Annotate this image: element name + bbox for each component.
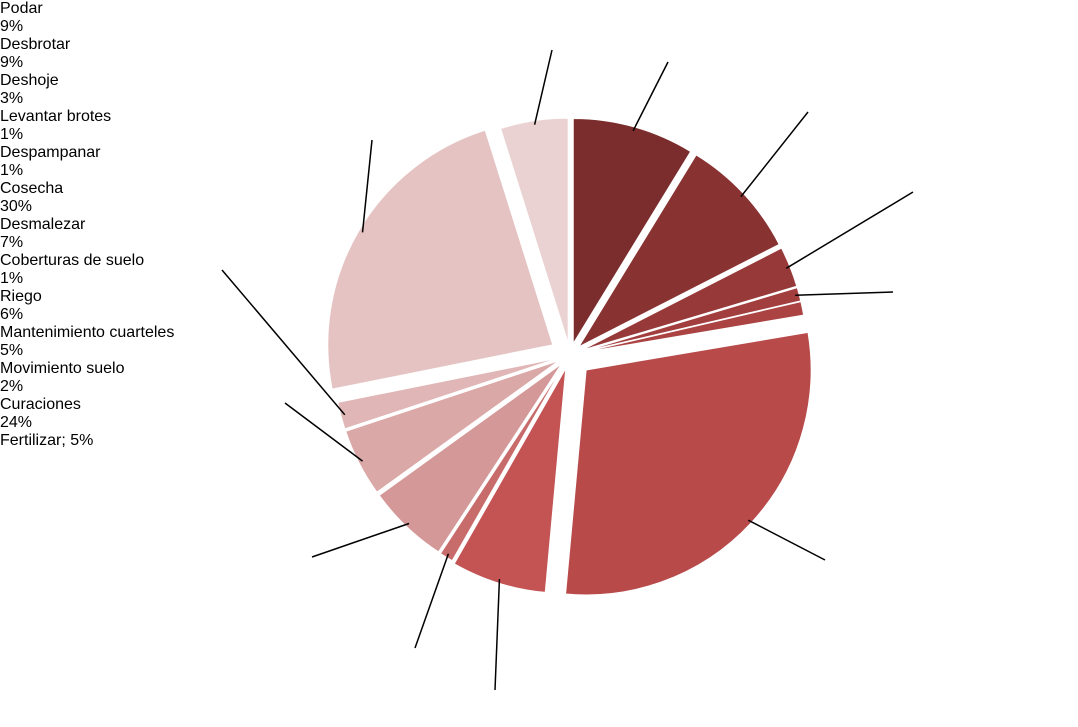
slice-group: Fertilizar: [499, 117, 569, 344]
data-label: Cosecha 30%: [0, 180, 1078, 216]
leader-line: [795, 291, 894, 297]
label-category: Cosecha: [0, 180, 64, 197]
data-label: Desbrotar 9%: [0, 36, 1078, 72]
data-label: Podar 9%: [0, 0, 1078, 36]
label-value: 24%: [0, 414, 33, 431]
slice-group: [581, 287, 802, 353]
leader-line: [740, 111, 809, 198]
slice-group: [572, 117, 692, 346]
label-category: Movimiento suelo: [0, 360, 125, 377]
data-label: Fertilizar; 5%: [0, 432, 1078, 450]
label-value: 9%: [0, 18, 24, 35]
label-category: Mantenimiento cuarteles: [0, 324, 175, 341]
label-category: Desmalezar: [0, 216, 86, 233]
slice: [327, 129, 554, 390]
slice: [345, 359, 560, 493]
leader-line: [221, 269, 346, 416]
slice: [337, 357, 559, 430]
slice-group: [345, 359, 560, 493]
label-category: Deshoje: [0, 72, 59, 89]
slice: Fertilizar: [499, 117, 569, 344]
label-value: Fertilizar; 5%: [0, 432, 94, 449]
label-value: 2%: [0, 378, 24, 395]
slice-group: [327, 129, 554, 390]
slice: [565, 331, 812, 596]
label-value: 1%: [0, 270, 24, 287]
data-label: Desmalezar 7%: [0, 216, 1078, 252]
label-category: Riego: [0, 288, 42, 305]
leader-line: [533, 49, 553, 125]
label-category: Desbrotar: [0, 36, 71, 53]
label-category: Coberturas de suelo: [0, 252, 145, 269]
label-value: 30%: [0, 198, 33, 215]
label-value: 6%: [0, 306, 24, 323]
label-value: 3%: [0, 90, 24, 107]
data-label: Deshoje 3%: [0, 72, 1078, 108]
slice: [581, 301, 805, 354]
data-label: Mantenimiento cuarteles 5%: [0, 324, 190, 360]
leader-line: [414, 553, 450, 649]
slice-group: [439, 364, 565, 562]
leader-line: [361, 139, 373, 233]
slice: [378, 363, 563, 553]
label-value: 9%: [0, 54, 24, 71]
slice: [453, 368, 567, 593]
label-value: 7%: [0, 234, 24, 251]
label-value: 5%: [0, 342, 24, 359]
leader-line: [284, 402, 364, 462]
slice-group: [378, 363, 563, 553]
leader-line: [632, 61, 669, 132]
slice-group: [337, 357, 559, 430]
leader-line: [747, 519, 826, 561]
data-label: Despampanar 1%: [0, 144, 1078, 180]
label-value: 1%: [0, 162, 24, 179]
label-value: 1%: [0, 126, 24, 143]
slice-group: [565, 331, 812, 596]
label-category: Despampanar: [0, 144, 101, 161]
slice: [439, 364, 565, 562]
data-label: Movimiento suelo 2%: [0, 360, 1078, 396]
data-label: Levantar brotes 1%: [0, 108, 1078, 144]
label-category: Levantar brotes: [0, 108, 112, 125]
slice-group: [453, 368, 567, 593]
leader-line: [785, 191, 914, 269]
data-label: Riego 6%: [0, 288, 1078, 324]
data-label: Coberturas de suelo 1%: [0, 252, 1078, 288]
leader-line: [311, 522, 410, 558]
slice: [572, 117, 692, 346]
slice-group: [581, 301, 805, 354]
label-category: Curaciones: [0, 396, 81, 413]
leader-line: [494, 579, 501, 691]
data-label: Curaciones 24%: [0, 396, 1078, 432]
slice: [581, 287, 802, 353]
label-category: Podar: [0, 0, 43, 17]
